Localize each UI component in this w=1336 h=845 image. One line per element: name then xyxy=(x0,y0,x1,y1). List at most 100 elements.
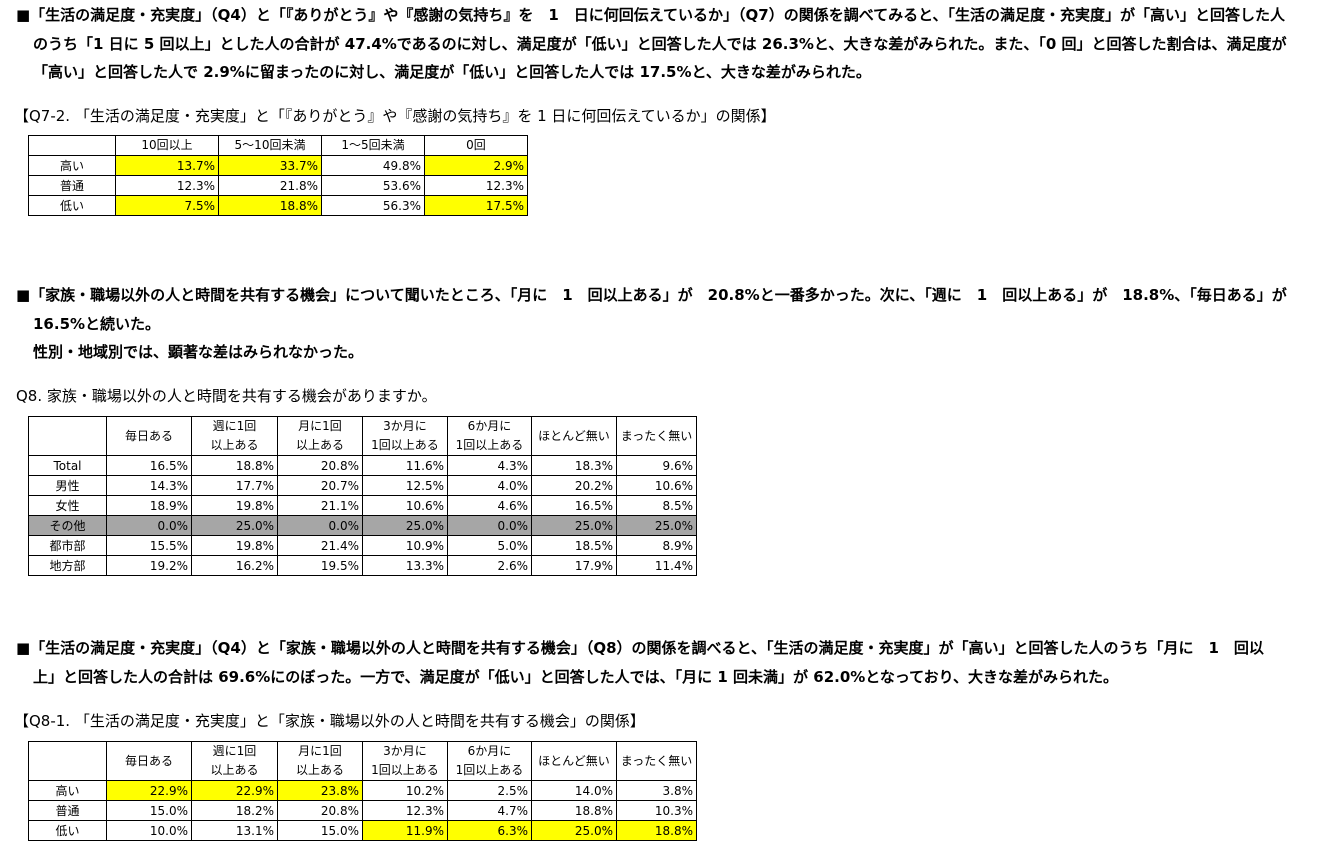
text-line: ■「生活の満足度・充実度」（Q4）と「『ありがとう』や『感謝の気持ち』を 1 日… xyxy=(16,6,1286,24)
table-cell: 6.3% xyxy=(447,820,532,841)
text-line: ■「生活の満足度・充実度」（Q4）と「家族・職場以外の人と時間を共有する機会」（… xyxy=(16,639,1264,657)
table-cell: 10.9% xyxy=(362,535,448,556)
header-row: 毎日ある 週に1回 以上ある 月に1回 以上ある 3か月に 1回以上ある 6か月に 1回… xyxy=(28,416,697,456)
table-row: 低い 10.0% 13.1% 15.0% 11.9% 6.3% 25.0% 18.8% xyxy=(28,820,697,841)
table-row: その他 0.0% 25.0% 0.0% 25.0% 0.0% 25.0% 25.0% xyxy=(28,515,697,536)
table-row: 高い 13.7% 33.7% 49.8% 2.9% xyxy=(28,155,528,176)
section1-text: ■「生活の満足度・充実度」（Q4）と「『ありがとう』や『感謝の気持ち』を 1 日… xyxy=(16,1,1286,87)
column-header xyxy=(28,135,116,156)
table-cell: 10.3% xyxy=(616,800,697,821)
table-cell: 11.4% xyxy=(616,555,697,576)
row-label: 地方部 xyxy=(28,555,107,576)
table-cell: 19.8% xyxy=(191,535,278,556)
header-row: 毎日ある 週に1回 以上ある 月に1回 以上ある 3か月に 1回以上ある 6か月に 1回… xyxy=(28,741,697,781)
column-header: 6か月に 1回以上ある xyxy=(447,416,532,456)
table-cell: 16.5% xyxy=(106,455,192,476)
table-cell: 10.6% xyxy=(362,495,448,516)
table3: 毎日ある 週に1回 以上ある 月に1回 以上ある 3か月に 1回以上ある 6か月に 1回… xyxy=(28,741,697,841)
row-label: 男性 xyxy=(28,475,107,496)
table-cell: 18.8% xyxy=(191,455,278,476)
table-cell: 4.7% xyxy=(447,800,532,821)
table-cell: 20.8% xyxy=(277,455,363,476)
table-cell: 13.1% xyxy=(191,820,278,841)
table3-caption: 【Q8-1. 「生活の満足度・充実度」と「家族・職場以外の人と時間を共有する機会… xyxy=(14,712,645,730)
table-row: 男性 14.3% 17.7% 20.7% 12.5% 4.0% 20.2% 10.6% xyxy=(28,475,697,496)
row-label: 女性 xyxy=(28,495,107,516)
table-cell: 15.5% xyxy=(106,535,192,556)
table-row: Total 16.5% 18.8% 20.8% 11.6% 4.3% 18.3% 9.6% xyxy=(28,455,697,476)
table-cell: 33.7% xyxy=(218,155,322,176)
column-header: ほとんど無い xyxy=(531,416,617,456)
table-cell: 16.2% xyxy=(191,555,278,576)
header-row: 10回以上 5～10回未満 1～5回未満 0回 xyxy=(28,135,528,156)
row-label: その他 xyxy=(28,515,107,536)
column-header: 1～5回未満 xyxy=(321,135,425,156)
table-cell: 4.6% xyxy=(447,495,532,516)
table-cell: 17.7% xyxy=(191,475,278,496)
table-cell: 14.0% xyxy=(531,780,617,801)
column-header: 月に1回 以上ある xyxy=(277,416,363,456)
table-cell: 25.0% xyxy=(531,820,617,841)
table-cell: 17.5% xyxy=(424,195,528,216)
table-row: 普通 15.0% 18.2% 20.8% 12.3% 4.7% 18.8% 10.3% xyxy=(28,800,697,821)
row-label: 高い xyxy=(28,780,107,801)
table-cell: 56.3% xyxy=(321,195,425,216)
table-row: 普通 12.3% 21.8% 53.6% 12.3% xyxy=(28,175,528,196)
table-cell: 23.8% xyxy=(277,780,363,801)
table-cell: 18.2% xyxy=(191,800,278,821)
table-cell: 7.5% xyxy=(115,195,219,216)
column-header: 週に1回 以上ある xyxy=(191,741,278,781)
table-cell: 15.0% xyxy=(106,800,192,821)
table-cell: 20.2% xyxy=(531,475,617,496)
column-header: 毎日ある xyxy=(106,416,192,456)
section3-text: ■「生活の満足度・充実度」（Q4）と「家族・職場以外の人と時間を共有する機会」（… xyxy=(16,634,1264,691)
table-cell: 19.5% xyxy=(277,555,363,576)
table-cell: 0.0% xyxy=(447,515,532,536)
table-cell: 22.9% xyxy=(106,780,192,801)
table-cell: 12.5% xyxy=(362,475,448,496)
table-cell: 18.8% xyxy=(218,195,322,216)
table-cell: 12.3% xyxy=(362,800,448,821)
column-header: 0回 xyxy=(424,135,528,156)
table-cell: 4.0% xyxy=(447,475,532,496)
row-label: 普通 xyxy=(28,175,116,196)
table-cell: 19.2% xyxy=(106,555,192,576)
row-label: 都市部 xyxy=(28,535,107,556)
table-row: 低い 7.5% 18.8% 56.3% 17.5% xyxy=(28,195,528,216)
table-cell: 20.7% xyxy=(277,475,363,496)
table-cell: 49.8% xyxy=(321,155,425,176)
table-cell: 21.1% xyxy=(277,495,363,516)
row-label: Total xyxy=(28,455,107,476)
table-cell: 16.5% xyxy=(531,495,617,516)
table-cell: 11.6% xyxy=(362,455,448,476)
text-line: 性別・地域別では、顕著な差はみられなかった。 xyxy=(33,343,364,361)
table-cell: 9.6% xyxy=(616,455,697,476)
column-header: 月に1回 以上ある xyxy=(277,741,363,781)
table-cell: 18.9% xyxy=(106,495,192,516)
text-line: 上」と回答した人の合計は 69.6%にのぼった。一方で、満足度が「低い」と回答し… xyxy=(33,667,1119,686)
column-header: 週に1回 以上ある xyxy=(191,416,278,456)
table-cell: 18.5% xyxy=(531,535,617,556)
table-cell: 21.4% xyxy=(277,535,363,556)
column-header xyxy=(28,416,107,456)
table-cell: 10.0% xyxy=(106,820,192,841)
table1-caption: 【Q7-2. 「生活の満足度・充実度」と「『ありがとう』や『感謝の気持ち』を 1… xyxy=(14,107,776,125)
table-cell: 53.6% xyxy=(321,175,425,196)
table-row: 地方部 19.2% 16.2% 19.5% 13.3% 2.6% 17.9% 11.4% xyxy=(28,555,697,576)
table-cell: 18.3% xyxy=(531,455,617,476)
section2-text: ■「家族・職場以外の人と時間を共有する機会」について聞いたところ、「月に 1 回… xyxy=(16,281,1287,367)
column-header: 毎日ある xyxy=(106,741,192,781)
table-cell: 12.3% xyxy=(115,175,219,196)
column-header: 3か月に 1回以上ある xyxy=(362,741,448,781)
table-cell: 8.9% xyxy=(616,535,697,556)
row-label: 高い xyxy=(28,155,116,176)
table1: 10回以上 5～10回未満 1～5回未満 0回 高い 13.7% 33.7% 49.8% 2.9… xyxy=(28,135,528,216)
table-cell: 25.0% xyxy=(191,515,278,536)
column-header: まったく無い xyxy=(616,416,697,456)
row-label: 低い xyxy=(28,195,116,216)
column-header xyxy=(28,741,107,781)
row-label: 普通 xyxy=(28,800,107,821)
column-header: 3か月に 1回以上ある xyxy=(362,416,448,456)
column-header: ほとんど無い xyxy=(531,741,617,781)
table-cell: 10.2% xyxy=(362,780,448,801)
